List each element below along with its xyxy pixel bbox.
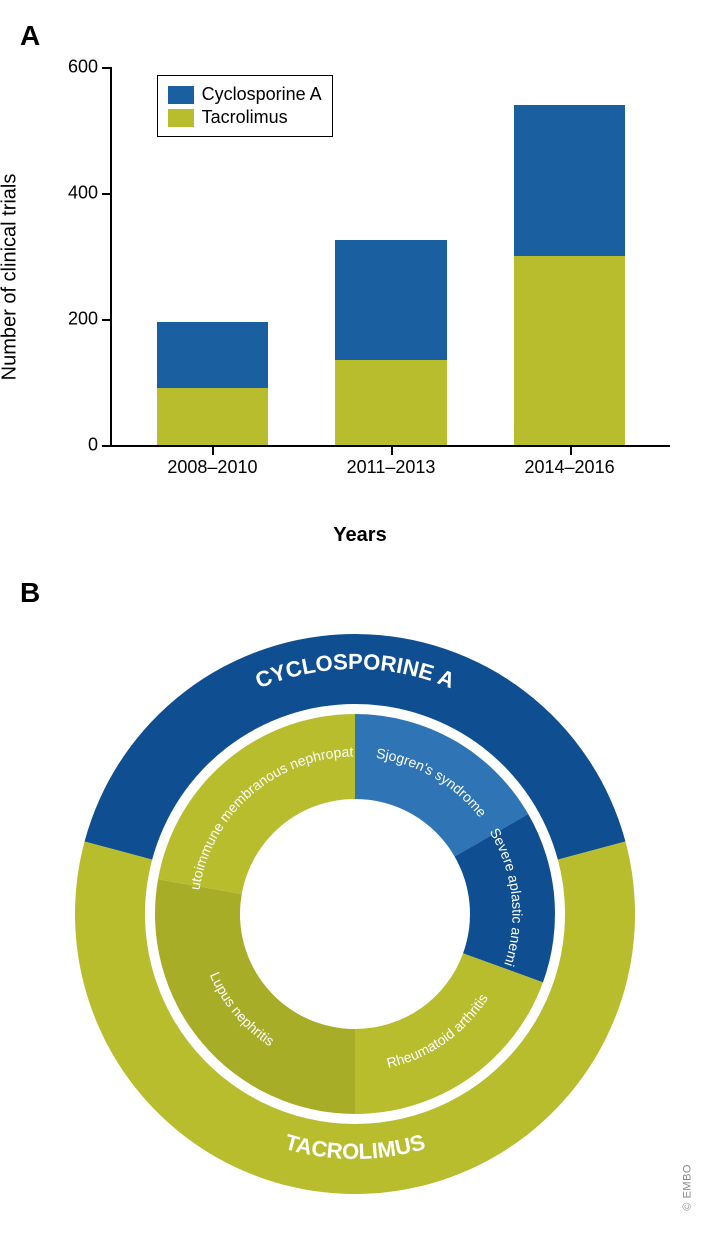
x-tick-label: 2011–2013 [347, 457, 436, 478]
bar-chart: Number of clinical trials Cyclosporine A… [40, 57, 680, 497]
x-tick [391, 445, 393, 455]
bar-group [514, 67, 626, 445]
bar-segment [514, 256, 626, 445]
y-tick-label: 0 [88, 435, 98, 456]
donut-chart: CYCLOSPORINE ATACROLIMUSSjogren's syndro… [55, 614, 655, 1214]
y-tick [102, 445, 112, 447]
bar-group [335, 67, 447, 445]
copyright-embo: © EMBO [682, 1164, 694, 1211]
bar-segment [335, 240, 447, 360]
panel-b-label: B [20, 577, 689, 609]
y-tick [102, 67, 112, 69]
y-tick [102, 193, 112, 195]
y-tick-label: 200 [68, 309, 98, 330]
y-tick-label: 400 [68, 183, 98, 204]
bar-segment [514, 105, 626, 256]
bar-segment [157, 322, 269, 388]
y-tick [102, 319, 112, 321]
x-axis-label: Years [333, 524, 386, 547]
bar-segment [335, 360, 447, 445]
y-axis-label: Number of clinical trials [0, 174, 22, 381]
x-tick-label: 2014–2016 [524, 457, 614, 478]
x-tick [570, 445, 572, 455]
x-tick [212, 445, 214, 455]
bar-group [157, 67, 269, 445]
bar-segment [157, 388, 269, 445]
plot-area: Cyclosporine ATacrolimus 02004006002008–… [110, 67, 670, 447]
x-tick-label: 2008–2010 [167, 457, 257, 478]
panel-a-label: A [20, 20, 689, 52]
y-tick-label: 600 [68, 57, 98, 78]
